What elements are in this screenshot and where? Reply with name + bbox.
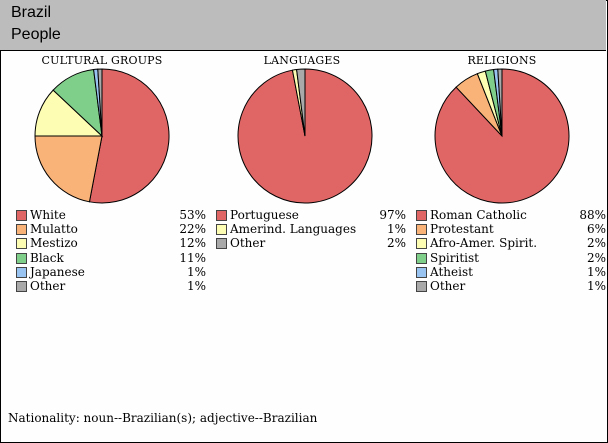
legend-value: 1%: [386, 222, 406, 237]
legend-value: 97%: [379, 208, 406, 222]
legend-swatch: [416, 224, 427, 236]
legend-value: 1%: [186, 264, 206, 279]
languages-chart: LANGUAGES Portuguese 97% Amerind. Language…: [202, 54, 406, 299]
legend-swatch: [416, 252, 427, 264]
pie-slice-mulatto: [34, 135, 103, 203]
legend-swatch: [416, 238, 427, 250]
legend-swatch: [16, 224, 27, 236]
legend-label: Atheist: [430, 264, 473, 279]
legend-value: 6%: [586, 222, 606, 237]
legend-label: Other: [430, 278, 466, 293]
legend-label: Afro-Amer. Spirit.: [430, 236, 538, 251]
legend-swatch: [216, 224, 227, 236]
religions-legend: Roman Catholic 88% Protestant 6% Afro-Amer. …: [416, 208, 606, 293]
legend-value: 53%: [179, 208, 206, 222]
legend-item: Other 2%: [216, 236, 406, 250]
legend-value: 1%: [586, 278, 606, 293]
legend-label: Amerind. Languages: [230, 222, 357, 237]
legend-item: Japanese 1%: [16, 265, 206, 279]
country-title: Brazil: [11, 4, 52, 21]
topic-title: People: [11, 26, 61, 43]
legend-item: Protestant 6%: [416, 222, 606, 236]
legend-item: Mestizo 12%: [16, 236, 206, 250]
legend-item: Spiritist 2%: [416, 251, 606, 265]
cultural-groups-pie: [34, 68, 170, 204]
legend-value: 12%: [179, 236, 206, 251]
legend-value: 11%: [179, 250, 206, 265]
legend-value: 2%: [586, 250, 606, 265]
pie-slice-other: [97, 68, 103, 137]
legend-value: 1%: [186, 278, 206, 293]
legend-item: Other 1%: [416, 279, 606, 293]
religions-pie: [434, 68, 570, 204]
legend-swatch: [416, 210, 427, 221]
legend-item: Black 11%: [16, 251, 206, 265]
legend-item: Portuguese 97%: [216, 208, 406, 222]
legend-label: Japanese: [30, 264, 85, 279]
legend-label: Protestant: [430, 222, 494, 237]
legend-label: White: [30, 208, 66, 222]
religions-chart: RELIGIONS Roman Catholic 88% Protestant 6% A…: [402, 54, 606, 299]
legend-value: 2%: [386, 236, 406, 251]
legend-label: Black: [30, 250, 64, 265]
legend-item: Atheist 1%: [416, 265, 606, 279]
legend-item: Afro-Amer. Spirit. 2%: [416, 236, 606, 250]
legend-item: Amerind. Languages 1%: [216, 222, 406, 236]
languages-pie: [237, 68, 373, 204]
legend-label: Mulatto: [30, 222, 78, 237]
legend-value: 88%: [579, 208, 606, 222]
languages-legend: Portuguese 97% Amerind. Languages 1% Other 2%: [216, 208, 406, 251]
chart-title: CULTURAL GROUPS: [41, 54, 163, 67]
chart-title: LANGUAGES: [263, 54, 341, 67]
legend-swatch: [216, 210, 227, 221]
legend-swatch: [216, 238, 227, 250]
legend-swatch: [16, 266, 27, 278]
legend-swatch: [416, 266, 427, 278]
title-bar: Brazil People: [0, 0, 606, 51]
cultural-groups-legend: White 53% Mulatto 22% Mestizo 12% Black 11% Japa…: [16, 208, 206, 293]
legend-swatch: [416, 280, 427, 292]
legend-label: Other: [230, 236, 266, 251]
legend-swatch: [16, 280, 27, 292]
legend-label: Other: [30, 278, 66, 293]
nationality-note: Nationality: noun--Brazilian(s); adjecti…: [8, 411, 318, 425]
cultural-groups-chart: CULTURAL GROUPS White 53% Mulatto 22% Mestiz…: [2, 54, 206, 299]
legend-value: 22%: [179, 222, 206, 237]
legend-item: Mulatto 22%: [16, 222, 206, 236]
legend-label: Portuguese: [230, 208, 299, 222]
legend-item: Other 1%: [16, 279, 206, 293]
legend-label: Mestizo: [30, 236, 78, 251]
legend-swatch: [16, 252, 27, 264]
legend-item: Roman Catholic 88%: [416, 208, 606, 222]
pie-slice-other: [497, 68, 503, 137]
pie-slice-white: [88, 68, 170, 204]
legend-swatch: [16, 210, 27, 221]
chart-title: RELIGIONS: [467, 54, 537, 67]
legend-value: 2%: [586, 236, 606, 251]
legend-label: Spiritist: [430, 250, 479, 265]
legend-item: White 53%: [16, 208, 206, 222]
legend-label: Roman Catholic: [430, 208, 527, 222]
pie-slice-other: [296, 68, 306, 137]
legend-value: 1%: [586, 264, 606, 279]
legend-swatch: [16, 238, 27, 250]
